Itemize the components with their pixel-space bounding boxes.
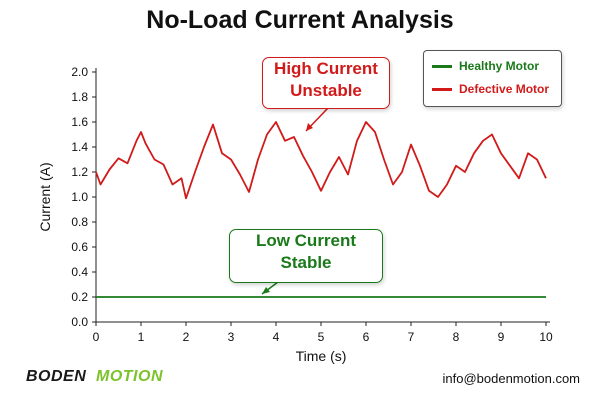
- chart-title: No-Load Current Analysis: [146, 6, 454, 34]
- logo-text-part2: MOTION: [96, 368, 163, 385]
- legend-swatch-healthy: [432, 64, 452, 68]
- x-tick-label: 1: [138, 330, 145, 344]
- annotation-high-line2: Unstable: [290, 81, 362, 100]
- x-tick-label: 4: [273, 330, 280, 344]
- x-tick-label: 9: [498, 330, 505, 344]
- annotation-high-line1: High Current: [274, 59, 378, 78]
- annotation-low-line2: Stable: [280, 253, 332, 272]
- y-tick-label: 1.0: [71, 190, 88, 204]
- arrow-head-low-current: [262, 287, 270, 294]
- x-tick-label: 2: [183, 330, 190, 344]
- logo-text-part1: BODEN: [26, 368, 87, 385]
- contact-email: info@bodenmotion.com: [442, 371, 581, 386]
- arrow-head-high-current: [306, 123, 313, 131]
- y-tick-label: 0.2: [71, 290, 88, 304]
- chart-legend: Healthy Motor Defective Motor: [423, 50, 562, 107]
- annotation-high-current: High Current Unstable: [262, 57, 390, 109]
- x-tick-label: 10: [539, 330, 553, 344]
- legend-entry-healthy: Healthy Motor: [432, 58, 539, 74]
- y-axis-label: Current (A): [37, 162, 53, 231]
- x-tick-label: 3: [228, 330, 235, 344]
- x-tick-label: 7: [408, 330, 415, 344]
- x-axis-label: Time (s): [296, 348, 347, 364]
- y-tick-label: 1.8: [71, 90, 88, 104]
- series-line-defective: [95, 121, 547, 200]
- legend-swatch-defective: [432, 87, 452, 91]
- x-tick-label: 5: [318, 330, 325, 344]
- y-tick-label: 2.0: [71, 65, 88, 79]
- x-tick-label: 8: [453, 330, 460, 344]
- x-tick-label: 6: [363, 330, 370, 344]
- y-tick-label: 0.4: [71, 265, 88, 279]
- legend-label-defective: Defective Motor: [459, 82, 550, 96]
- brand-logo: BODEN MOTION: [26, 368, 186, 388]
- annotation-low-current: Low Current Stable: [229, 229, 383, 283]
- legend-entry-defective: Defective Motor: [432, 81, 549, 97]
- annotation-low-line1: Low Current: [255, 231, 357, 250]
- y-tick-label: 0.6: [71, 240, 88, 254]
- x-tick-label: 0: [93, 330, 100, 344]
- y-tick-label: 0.0: [71, 315, 88, 329]
- y-tick-label: 1.4: [71, 140, 88, 154]
- y-tick-label: 1.6: [71, 115, 88, 129]
- y-tick-label: 0.8: [71, 215, 88, 229]
- legend-label-healthy: Healthy Motor: [459, 59, 540, 73]
- y-tick-label: 1.2: [71, 165, 88, 179]
